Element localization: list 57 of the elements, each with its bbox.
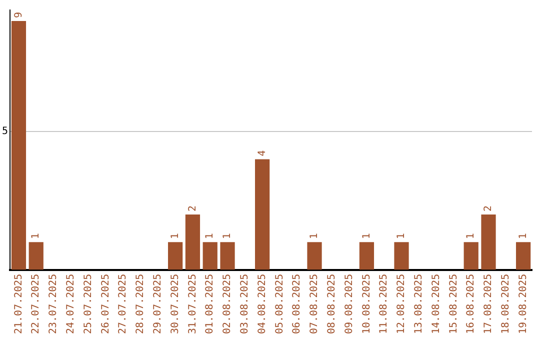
data-label: 1 xyxy=(361,233,372,240)
data-label: 1 xyxy=(518,233,529,240)
x-tick-label: 08.08.2025 xyxy=(326,274,338,334)
bar xyxy=(220,242,235,270)
data-label: 1 xyxy=(396,233,408,240)
x-tick-label: 02.08.2025 xyxy=(222,274,234,334)
bar xyxy=(28,242,44,270)
x-tick-label: 30.07.2025 xyxy=(170,274,181,334)
x-tick-label: 13.08.2025 xyxy=(414,274,424,334)
data-label: 9 xyxy=(13,12,24,18)
x-tick-label: 10.08.2025 xyxy=(361,274,372,334)
bar xyxy=(394,242,409,270)
x-tick-label: 06.08.2025 xyxy=(292,274,303,334)
data-label: 1 xyxy=(466,233,477,240)
x-tick-label: 19.08.2025 xyxy=(518,274,529,334)
y-tick-label: 5 xyxy=(2,126,8,138)
data-label: 2 xyxy=(483,205,494,212)
x-tick-label: 16.08.2025 xyxy=(466,274,477,334)
x-tick-label: 07.08.2025 xyxy=(309,274,320,334)
data-label: 1 xyxy=(170,233,181,240)
x-tick-label: 26.07.2025 xyxy=(100,274,112,334)
bar xyxy=(359,242,374,270)
bar xyxy=(307,242,322,270)
x-tick-label: 14.08.2025 xyxy=(430,274,442,334)
x-tick-label: 04.08.2025 xyxy=(256,274,268,334)
x-tick-label: 17.08.2025 xyxy=(483,274,494,334)
bar xyxy=(464,242,478,270)
x-tick-label: 21.07.2025 xyxy=(13,274,24,334)
bar xyxy=(168,242,183,270)
bar xyxy=(202,242,218,270)
x-tick-label: 24.07.2025 xyxy=(66,274,77,334)
x-tick-label: 23.07.2025 xyxy=(48,274,60,334)
data-label: 4 xyxy=(256,150,268,156)
data-label: 1 xyxy=(222,233,234,240)
x-tick-label: 05.08.2025 xyxy=(274,274,286,334)
bar xyxy=(11,21,26,270)
data-label: 1 xyxy=(309,233,320,240)
data-label: 1 xyxy=(204,233,216,240)
x-tick-label: 03.08.2025 xyxy=(240,274,251,334)
x-tick-label: 27.07.2025 xyxy=(118,274,129,334)
x-tick-label: 31.07.2025 xyxy=(187,274,198,334)
x-tick-label: 18.08.2025 xyxy=(500,274,512,334)
x-tick-label: 12.08.2025 xyxy=(396,274,408,334)
bar xyxy=(481,214,496,270)
x-tick-label: 22.07.2025 xyxy=(30,274,42,334)
x-tick-label: 09.08.2025 xyxy=(344,274,355,334)
x-tick-label: 29.07.2025 xyxy=(152,274,164,334)
data-label: 1 xyxy=(30,233,42,240)
bar xyxy=(255,159,270,270)
x-tick-label: 15.08.2025 xyxy=(448,274,460,334)
bar xyxy=(516,242,531,270)
x-tick-label: 28.07.2025 xyxy=(135,274,146,334)
data-label: 2 xyxy=(187,205,198,212)
x-tick-label: 11.08.2025 xyxy=(378,274,390,334)
x-tick-label: 01.08.2025 xyxy=(204,274,216,334)
x-tick-label: 25.07.2025 xyxy=(82,274,94,334)
bar xyxy=(185,214,200,270)
